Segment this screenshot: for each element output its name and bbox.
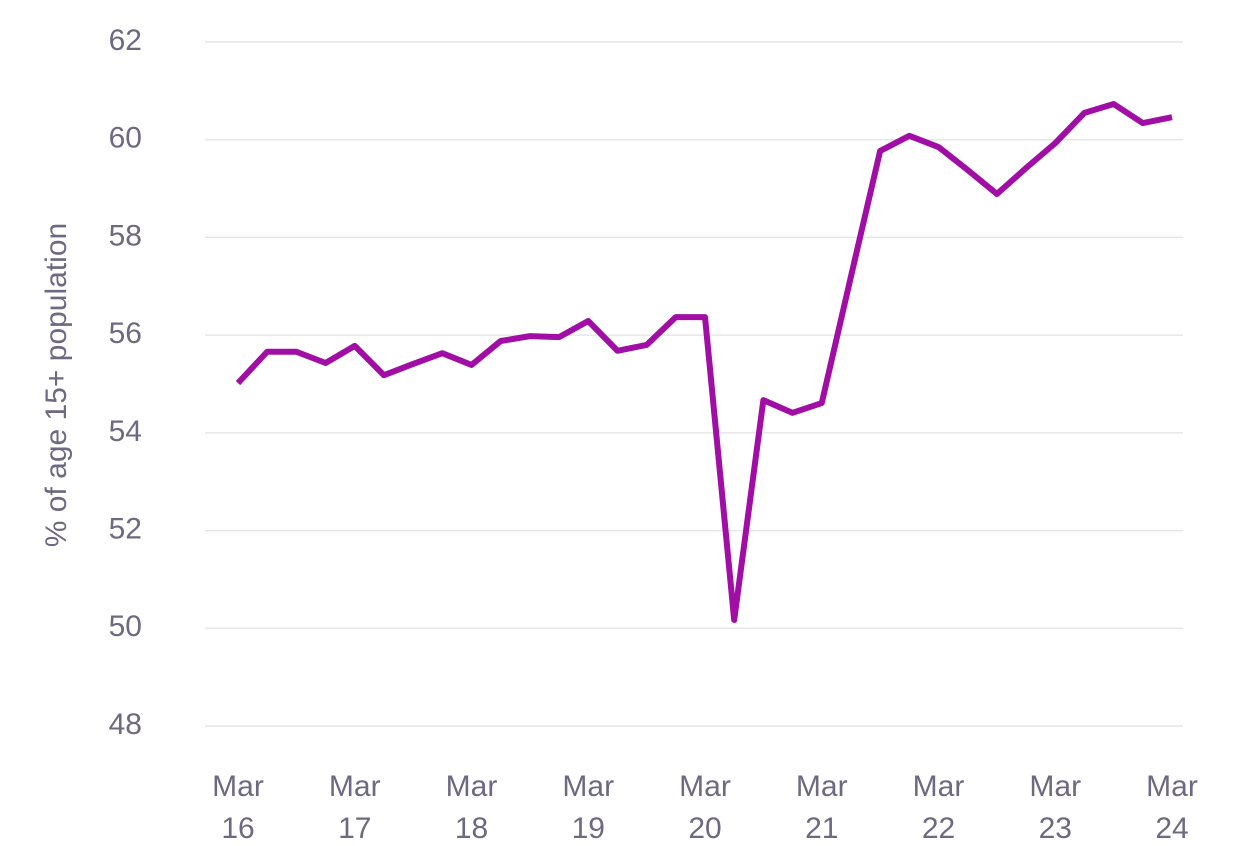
x-tick-label: Mar 21 — [796, 770, 848, 845]
line — [235, 101, 1173, 623]
y-tick-label: 52 — [109, 512, 142, 545]
x-tick-label: Mar 20 — [679, 770, 731, 845]
y-axis-label: % of age 15+ population — [40, 223, 73, 547]
y-tick-label: 50 — [109, 610, 142, 643]
x-tick-label: Mar 23 — [1029, 770, 1081, 845]
y-tick-label: 60 — [109, 122, 142, 155]
x-tick-label: Mar 17 — [329, 770, 381, 845]
x-tick-label: Mar 19 — [562, 770, 614, 845]
x-tick-label: Mar 24 — [1146, 770, 1198, 845]
x-tick-label: Mar 22 — [913, 770, 965, 845]
x-tick-label: Mar 18 — [446, 770, 498, 845]
y-tick-label: 62 — [109, 24, 142, 57]
y-tick-label: 48 — [109, 708, 142, 741]
y-tick-label: 58 — [109, 219, 142, 252]
y-tick-label: 56 — [109, 317, 142, 350]
y-tick-label: 54 — [109, 415, 142, 448]
x-tick-label: Mar 16 — [212, 770, 264, 845]
